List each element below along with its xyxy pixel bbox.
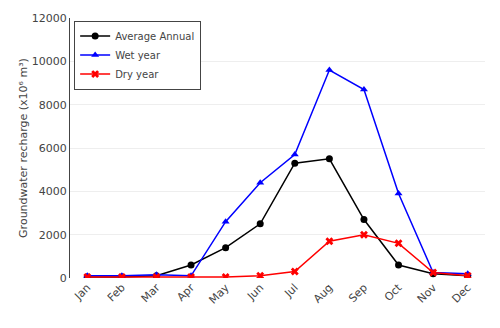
- svg-text:Feb: Feb: [105, 281, 128, 304]
- svg-text:4000: 4000: [39, 185, 67, 198]
- svg-text:Oct: Oct: [382, 281, 405, 304]
- svg-text:Mar: Mar: [139, 281, 163, 305]
- svg-text:12000: 12000: [32, 12, 67, 25]
- svg-text:Jan: Jan: [71, 281, 93, 303]
- svg-text:8000: 8000: [39, 99, 67, 112]
- svg-text:Jul: Jul: [282, 281, 301, 300]
- svg-text:Average Annual: Average Annual: [115, 31, 194, 42]
- svg-text:Apr: Apr: [174, 281, 197, 304]
- svg-text:Wet year: Wet year: [115, 50, 161, 61]
- svg-text:Dec: Dec: [449, 281, 473, 305]
- svg-text:Nov: Nov: [415, 281, 440, 306]
- svg-text:Dry year: Dry year: [115, 69, 159, 80]
- svg-text:Aug: Aug: [311, 281, 335, 305]
- svg-text:10000: 10000: [32, 55, 67, 68]
- svg-text:2000: 2000: [39, 229, 67, 242]
- svg-text:Groundwater recharge (x10⁶ m³): Groundwater recharge (x10⁶ m³): [17, 58, 30, 238]
- svg-text:6000: 6000: [39, 142, 67, 155]
- svg-text:May: May: [206, 281, 232, 307]
- svg-text:Jun: Jun: [244, 281, 266, 303]
- svg-text:Sep: Sep: [346, 281, 370, 305]
- svg-text:0: 0: [60, 272, 67, 285]
